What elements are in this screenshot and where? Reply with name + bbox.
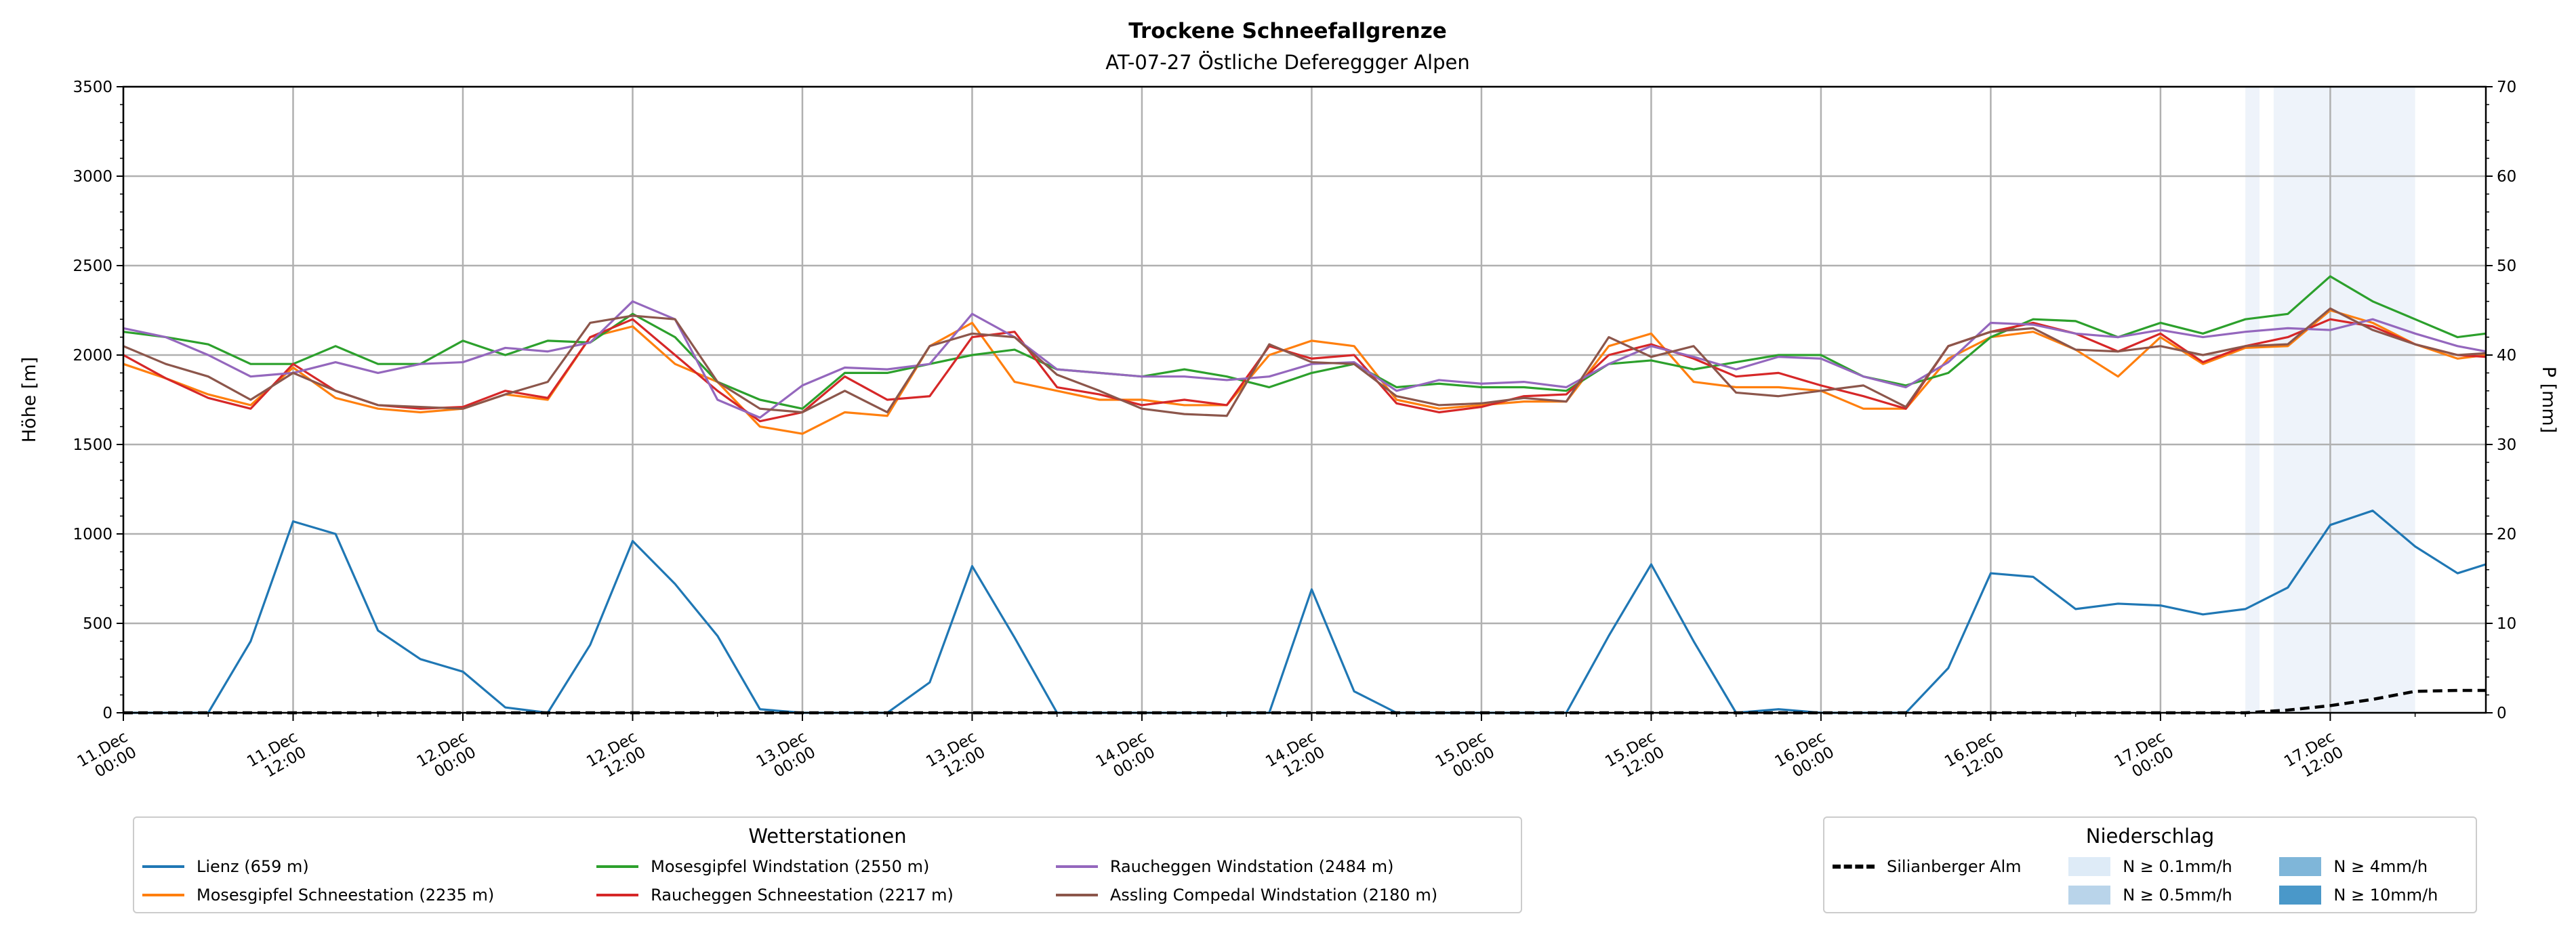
legend-label: N ≥ 10mm/h xyxy=(2333,886,2438,905)
y-tick-label: 1500 xyxy=(73,436,113,454)
y-tick-label: 0 xyxy=(102,705,113,722)
plot-frame xyxy=(122,85,2487,714)
legend-item-station: Lienz (659 m) xyxy=(142,857,569,876)
legend-stations-title: Wetterstationen xyxy=(748,825,907,848)
dashed-line-swatch xyxy=(1833,865,1875,869)
axes: 0 500 1000 1500 2000 2500 3000 3500 0 10 20 30 40 50 6… xyxy=(73,79,2516,787)
legend-item-precip-class: N ≥ 0.5mm/h xyxy=(2068,886,2262,905)
legend-precip-title: Niederschlag xyxy=(2085,825,2215,848)
y2-tick-label: 10 xyxy=(2497,615,2516,633)
legend-item-station: Raucheggen Schneestation (2217 m) xyxy=(596,886,1029,905)
y2-tick-label: 50 xyxy=(2497,257,2516,275)
y2-axis-label: P [mm] xyxy=(2538,367,2559,434)
legend-label: N ≥ 0.1mm/h xyxy=(2123,857,2232,876)
legend-label: Lienz (659 m) xyxy=(197,857,309,876)
line-swatch xyxy=(142,865,184,868)
x-tick-label: 15.Dec00:00 xyxy=(1433,728,1498,787)
line-swatch xyxy=(1055,865,1098,868)
precip-bands xyxy=(2245,87,2415,713)
x-tick-label: 13.Dec12:00 xyxy=(923,728,988,787)
line-swatch xyxy=(1055,894,1098,896)
x-tick-label: 11.Dec00:00 xyxy=(75,728,140,787)
legend-stations: Wetterstationen Lienz (659 m) Mosesgipfel… xyxy=(133,816,1522,913)
x-tick-label: 16.Dec12:00 xyxy=(1942,728,2007,787)
legend-label: N ≥ 0.5mm/h xyxy=(2123,886,2232,905)
legend-label: Mosesgipfel Windstation (2550 m) xyxy=(651,857,930,876)
x-tick-label: 17.Dec12:00 xyxy=(2281,728,2346,787)
series-line-5 xyxy=(123,307,2487,417)
y-tick-label: 2500 xyxy=(73,257,113,275)
grid-lines xyxy=(122,85,2486,714)
series-line-3 xyxy=(123,318,2487,423)
x-tick-label: 12.Dec12:00 xyxy=(584,728,649,787)
legend-item-precip-series: Silianberger Alm xyxy=(1833,857,2051,876)
y-tick-label: 2000 xyxy=(73,347,113,365)
legend-item-station: Raucheggen Windstation (2484 m) xyxy=(1055,857,1513,876)
legend-label: Assling Compedal Windstation (2180 m) xyxy=(1109,886,1438,905)
legend-item-station: Mosesgipfel Schneestation (2235 m) xyxy=(142,886,569,905)
swatch xyxy=(2068,886,2111,905)
y-tick-label: 500 xyxy=(83,615,113,633)
chart-title: Trockene Schneefallgrenze xyxy=(1128,19,1447,43)
legend-item-precip-class: N ≥ 0.1mm/h xyxy=(2068,857,2262,876)
y2-tick-label: 0 xyxy=(2497,705,2507,722)
legend-label: Raucheggen Windstation (2484 m) xyxy=(1109,857,1394,876)
line-swatch xyxy=(142,894,184,896)
x-tick-label: 17.Dec00:00 xyxy=(2112,728,2177,787)
y-tick-label: 3000 xyxy=(73,168,113,186)
y2-tick-label: 60 xyxy=(2497,168,2516,186)
x-tick-label: 14.Dec12:00 xyxy=(1263,728,1328,787)
y-axis-label: Höhe [m] xyxy=(19,357,40,443)
y2-tick-label: 40 xyxy=(2497,347,2516,365)
legend-label: Mosesgipfel Schneestation (2235 m) xyxy=(197,886,495,905)
chart: Trockene Schneefallgrenze AT-07-27 Östli… xyxy=(19,19,2559,787)
series-line-0 xyxy=(123,510,2487,714)
series-lines xyxy=(123,275,2487,715)
x-tick-label: 12.Dec00:00 xyxy=(414,728,479,787)
y2-tick-label: 30 xyxy=(2497,436,2516,454)
x-tick-label: 15.Dec12:00 xyxy=(1602,728,1667,787)
legend-label: Silianberger Alm xyxy=(1887,857,2022,876)
y-tick-label: 1000 xyxy=(73,526,113,543)
series-line-4 xyxy=(123,300,2487,419)
chart-subtitle: AT-07-27 Östliche Defereggger Alpen xyxy=(1105,51,1469,74)
legend-precip: Niederschlag Silianberger Alm N ≥ 0.1mm/… xyxy=(1823,816,2477,913)
series-line-2 xyxy=(123,275,2487,410)
legend-item-station: Mosesgipfel Windstation (2550 m) xyxy=(596,857,1029,876)
x-tick-label: 13.Dec00:00 xyxy=(754,728,819,787)
y2-tick-label: 70 xyxy=(2497,79,2516,96)
legend-label: N ≥ 4mm/h xyxy=(2333,857,2428,876)
legend-item-station: Assling Compedal Windstation (2180 m) xyxy=(1055,886,1513,905)
precip-band xyxy=(2245,87,2260,713)
precip-line xyxy=(123,688,2486,715)
legend-label: Raucheggen Schneestation (2217 m) xyxy=(651,886,954,905)
swatch xyxy=(2279,857,2322,876)
precip-band xyxy=(2273,87,2415,713)
x-tick-label: 11.Dec12:00 xyxy=(244,728,309,787)
line-swatch xyxy=(596,865,639,868)
y-tick-label: 3500 xyxy=(73,79,113,96)
legend-item-precip-class: N ≥ 4mm/h xyxy=(2279,857,2468,876)
line-swatch xyxy=(596,894,639,896)
swatch xyxy=(2068,857,2111,876)
series-line-1 xyxy=(123,309,2487,435)
y2-tick-label: 20 xyxy=(2497,526,2516,543)
x-tick-label: 14.Dec00:00 xyxy=(1093,728,1158,787)
swatch xyxy=(2279,886,2322,905)
legend-item-precip-class: N ≥ 10mm/h xyxy=(2279,886,2468,905)
x-tick-label: 16.Dec00:00 xyxy=(1772,728,1837,787)
